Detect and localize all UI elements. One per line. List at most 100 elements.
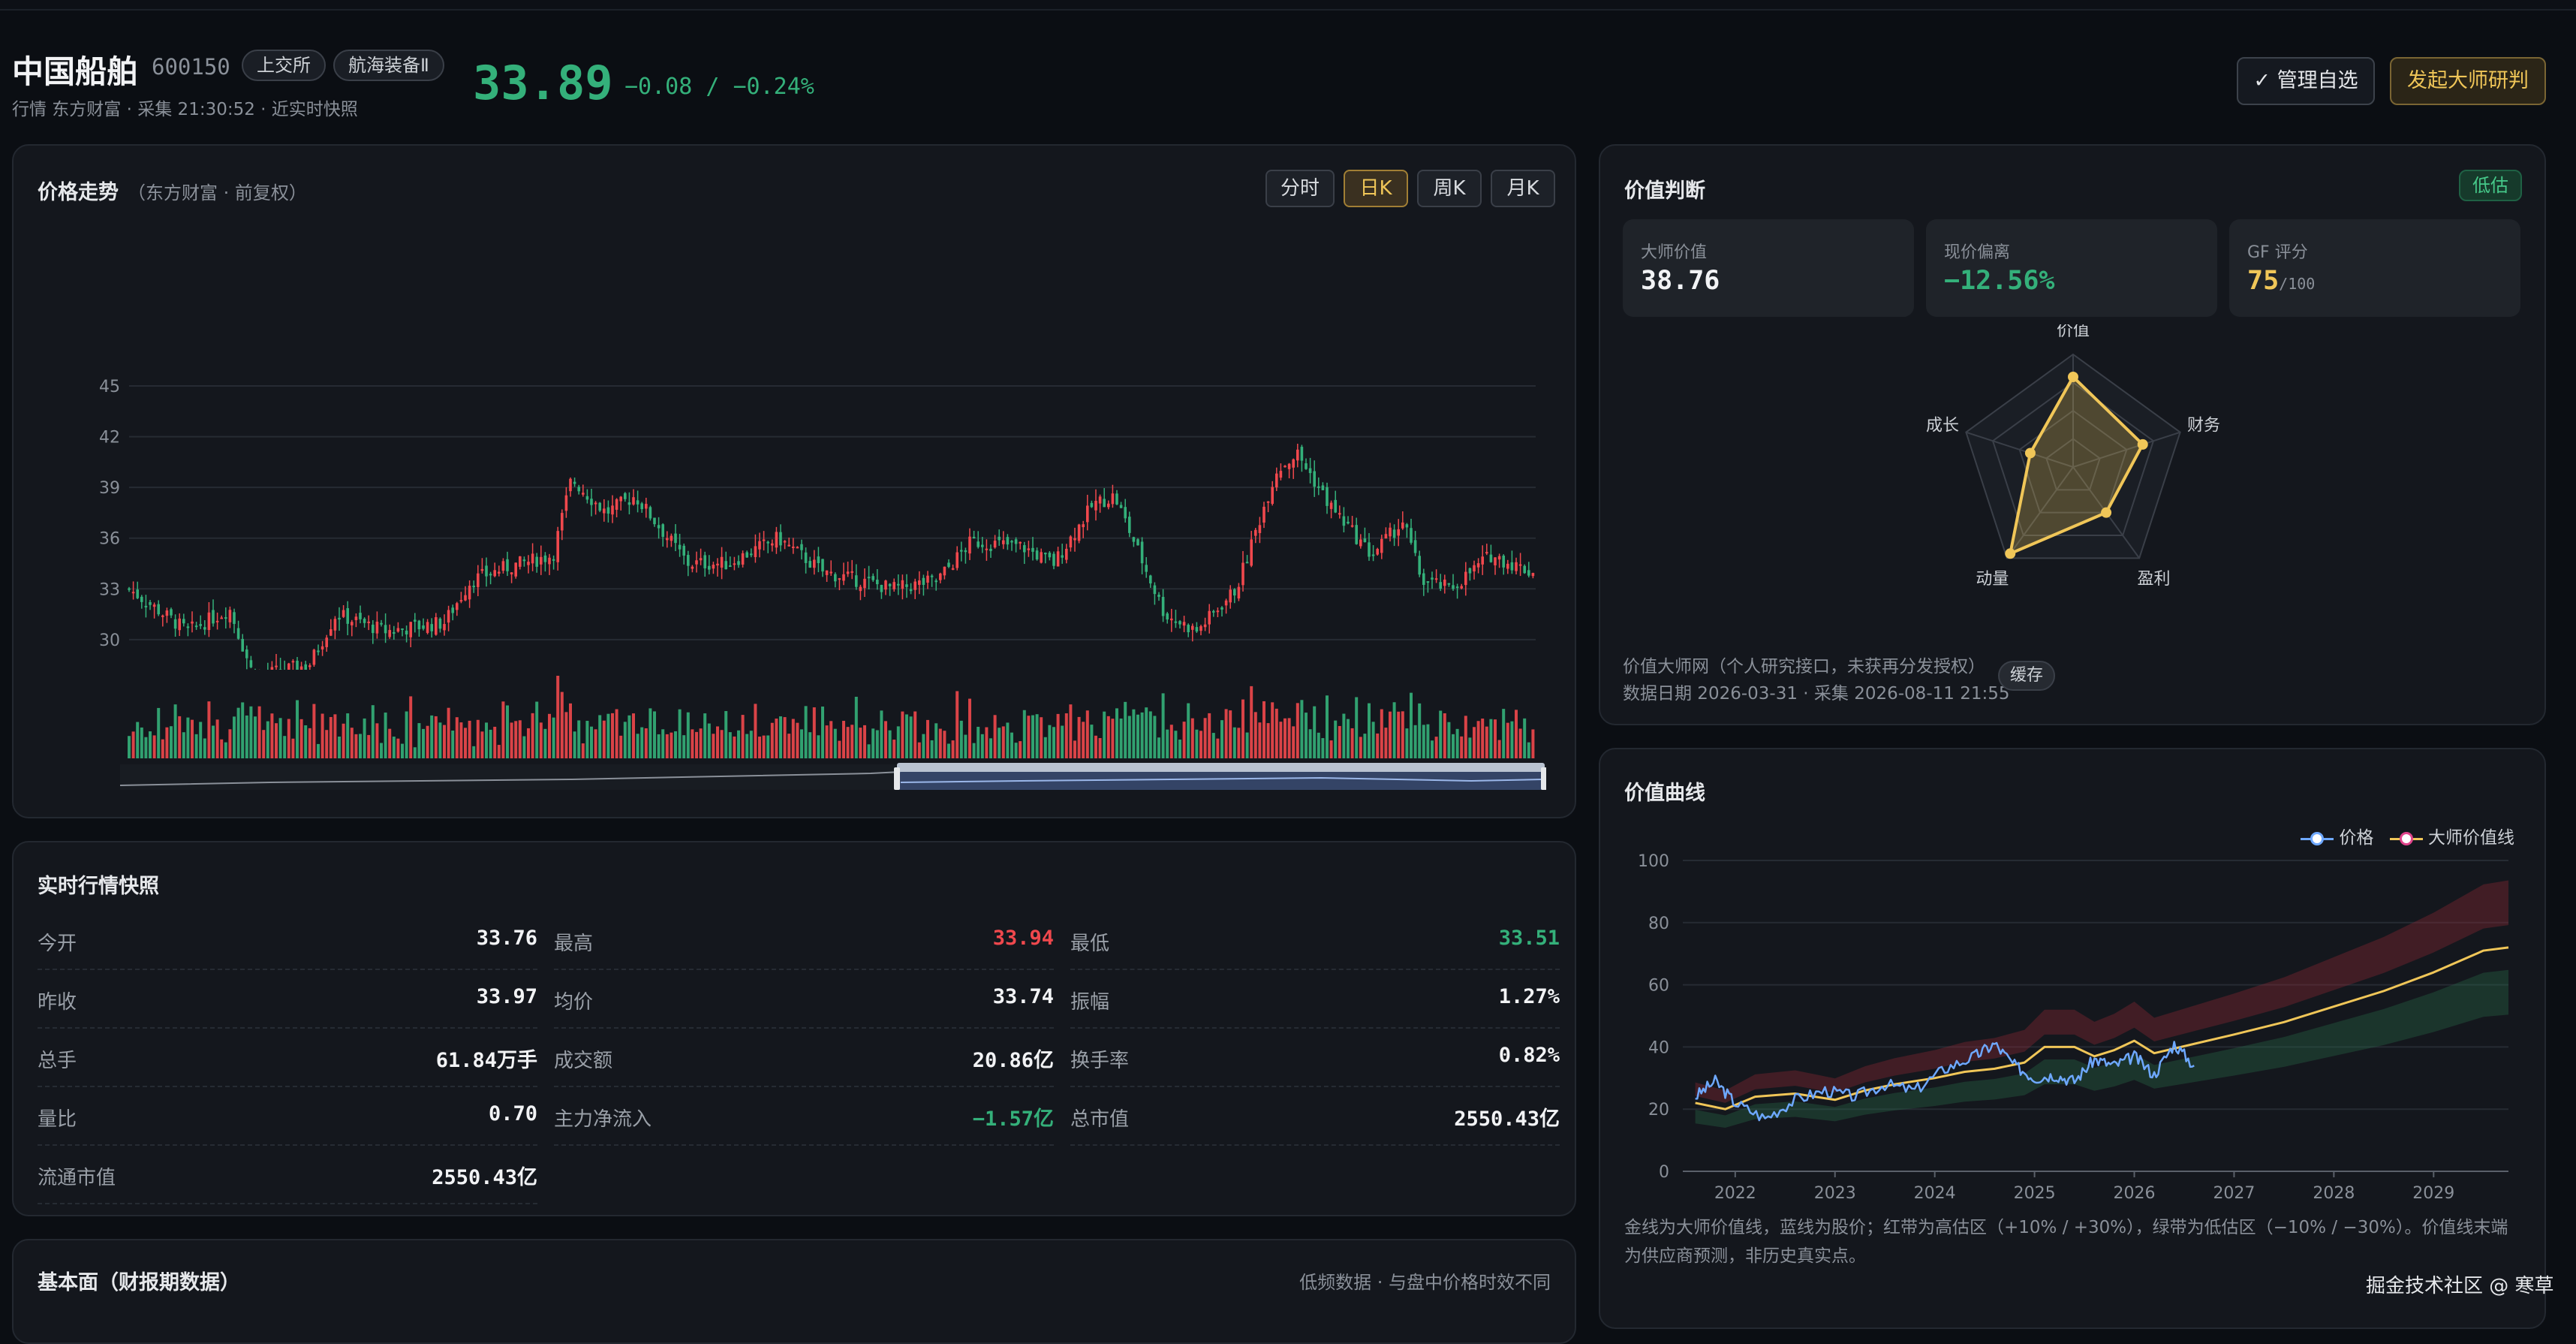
industry-tag: 航海装备Ⅱ bbox=[333, 50, 444, 81]
candle-body bbox=[972, 536, 976, 538]
period-weekly-button[interactable]: 周K bbox=[1417, 170, 1482, 207]
volume-bar bbox=[796, 722, 799, 758]
volume-bar bbox=[1308, 729, 1312, 758]
volume-bar bbox=[1380, 709, 1383, 758]
volume-bar bbox=[527, 728, 530, 758]
candle-body bbox=[1014, 539, 1018, 544]
candle-body bbox=[1494, 557, 1497, 565]
value-curve-note: 金线为大师价值线，蓝线为股价；红带为高估区（+10% / +30%），绿带为低估… bbox=[1624, 1218, 2508, 1266]
candle-body bbox=[1363, 538, 1367, 543]
candle-body bbox=[611, 505, 614, 515]
candle-body bbox=[1086, 505, 1089, 523]
candle-body bbox=[1296, 449, 1299, 461]
volume-bar bbox=[615, 709, 618, 758]
period-intraday-button[interactable]: 分时 bbox=[1265, 170, 1335, 207]
volume-bar bbox=[1048, 725, 1052, 758]
candle-body bbox=[552, 559, 555, 561]
quote-value: 33.76 bbox=[476, 927, 537, 950]
volume-bar bbox=[821, 707, 824, 758]
volume-bar bbox=[619, 735, 623, 758]
radar-grid bbox=[2018, 409, 2128, 514]
candle-body bbox=[1107, 503, 1110, 508]
volume-bar bbox=[396, 738, 400, 758]
volume-bar bbox=[1334, 720, 1338, 758]
candle-body bbox=[1166, 613, 1169, 620]
candle-body bbox=[926, 575, 929, 583]
volume-bar bbox=[388, 728, 392, 758]
volume-bar bbox=[191, 719, 194, 758]
value-judgement-card: 价值判断 低估 大师价值 38.76 现价偏离 −12.56% GF 评分 75… bbox=[1599, 144, 2546, 725]
legend-value-icon[interactable] bbox=[2389, 831, 2423, 846]
volume-bar bbox=[1161, 693, 1165, 758]
volume-bar bbox=[152, 735, 156, 758]
volume-bar bbox=[964, 734, 968, 758]
volume-bar bbox=[800, 729, 803, 758]
candle-body bbox=[754, 546, 757, 557]
volume-bar bbox=[464, 728, 467, 758]
volume-bar bbox=[1148, 711, 1152, 758]
stock-code: 600150 bbox=[152, 54, 230, 80]
candle-body bbox=[236, 628, 240, 639]
candle-body bbox=[1515, 562, 1518, 571]
candle-body bbox=[1326, 487, 1329, 506]
candle-body bbox=[477, 573, 480, 587]
navigator-left-handle[interactable] bbox=[894, 767, 900, 790]
candlestick-chart[interactable]: 24273033363942452025-02-262025-04-142025… bbox=[36, 219, 1567, 670]
volume-bar bbox=[186, 717, 190, 758]
candle-body bbox=[1061, 555, 1064, 558]
candle-body bbox=[363, 619, 366, 623]
volume-bar bbox=[1250, 686, 1253, 758]
volume-bar bbox=[754, 704, 757, 758]
navigator-scrollbar[interactable] bbox=[897, 763, 1545, 772]
candle-body bbox=[531, 553, 534, 564]
candle-body bbox=[989, 548, 992, 551]
candle-body bbox=[876, 580, 879, 585]
volume-bar bbox=[875, 730, 879, 758]
volume-bar bbox=[1166, 729, 1169, 758]
candle-body bbox=[144, 605, 148, 607]
exchange-tag: 上交所 bbox=[242, 50, 326, 81]
candle-body bbox=[1019, 541, 1022, 544]
quote-value: 33.74 bbox=[992, 985, 1054, 1008]
volume-bar bbox=[926, 719, 929, 758]
candle-body bbox=[249, 660, 253, 667]
candle-body bbox=[964, 550, 968, 553]
volume-bar bbox=[1145, 707, 1148, 758]
start-master-research-button[interactable]: 发起大师研判 bbox=[2390, 57, 2546, 105]
volume-bar bbox=[1229, 710, 1232, 758]
volume-bar bbox=[245, 715, 248, 758]
candle-body bbox=[1208, 610, 1211, 625]
period-monthly-button[interactable]: 月K bbox=[1491, 170, 1555, 207]
volume-bar bbox=[762, 735, 766, 758]
valuation-status-badge: 低估 bbox=[2459, 170, 2522, 201]
range-navigator[interactable] bbox=[120, 763, 1546, 791]
volume-bar bbox=[581, 743, 585, 758]
candle-body bbox=[1237, 586, 1241, 599]
radar-point bbox=[2101, 507, 2112, 518]
candle-body bbox=[1136, 539, 1139, 546]
volume-bar bbox=[342, 723, 345, 758]
candle-body bbox=[1212, 610, 1215, 613]
x-tick-label: 2028 bbox=[2313, 1184, 2355, 1203]
candle-body bbox=[1476, 563, 1480, 568]
candle-body bbox=[426, 622, 429, 633]
legend-price-icon[interactable] bbox=[2301, 831, 2334, 846]
volume-bar bbox=[375, 723, 379, 758]
candle-body bbox=[430, 624, 433, 631]
manage-watchlist-button[interactable]: ✓ 管理自选 bbox=[2237, 57, 2375, 105]
volume-bar bbox=[632, 713, 635, 758]
volume-bar bbox=[1258, 722, 1262, 758]
period-daily-button[interactable]: 日K bbox=[1344, 170, 1408, 207]
candle-body bbox=[333, 619, 337, 631]
volume-bar bbox=[644, 728, 648, 758]
candle-body bbox=[540, 556, 543, 565]
candle-body bbox=[1203, 624, 1207, 628]
volume-bar bbox=[564, 712, 568, 758]
navigator-right-handle[interactable] bbox=[1541, 767, 1546, 790]
candle-body bbox=[825, 570, 829, 575]
volume-bar bbox=[1203, 718, 1207, 758]
candle-body bbox=[1510, 562, 1514, 571]
candle-body bbox=[733, 563, 736, 565]
volume-bar bbox=[955, 691, 959, 758]
volume-bar bbox=[703, 713, 707, 758]
